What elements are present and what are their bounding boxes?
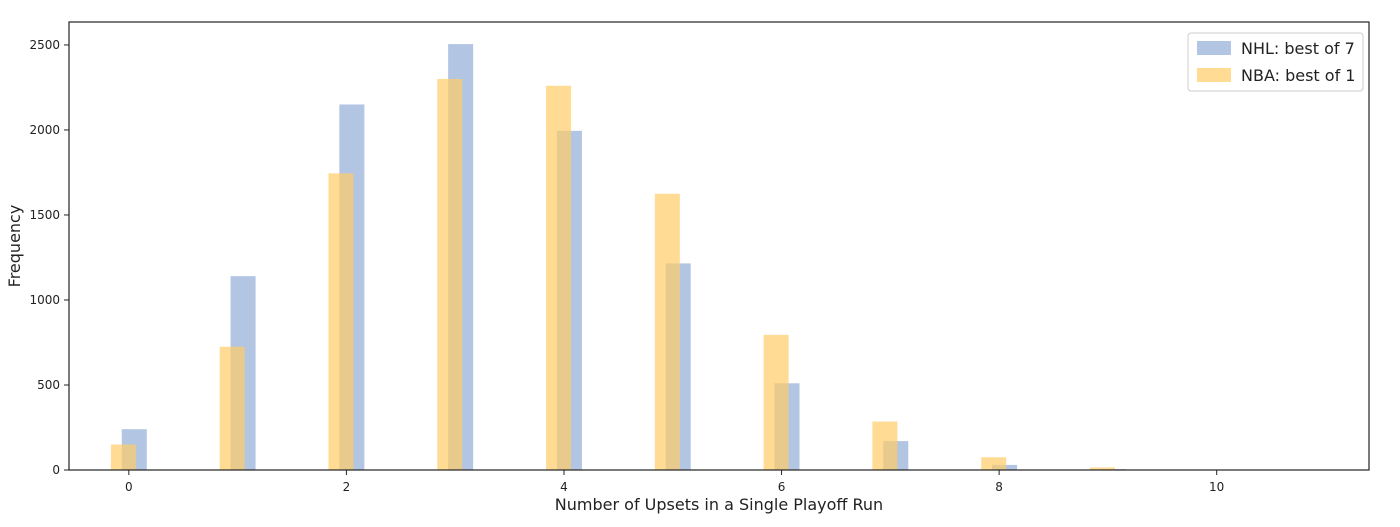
- nba-bar-7: [872, 421, 898, 470]
- nba-bar-5: [654, 193, 680, 470]
- nba-bar-8: [981, 457, 1007, 470]
- y-tick-label-0: 0: [52, 463, 60, 477]
- y-tick-label-1500: 1500: [29, 208, 60, 222]
- legend-swatch-nhl: [1197, 41, 1231, 55]
- x-tick-label-0: 0: [125, 480, 133, 494]
- legend: NHL: best of 7 NBA: best of 1: [1187, 32, 1364, 92]
- legend-swatch-nba: [1197, 68, 1231, 82]
- x-tick-label-8: 8: [995, 480, 1003, 494]
- y-axis-label: Frequency: [5, 205, 24, 288]
- y-tick-label-500: 500: [37, 378, 60, 392]
- x-tick-label-4: 4: [560, 480, 568, 494]
- nba-bar-0: [110, 444, 136, 470]
- x-tick-label-2: 2: [343, 480, 351, 494]
- nba-bar-3: [437, 78, 463, 471]
- nba-bar-4: [546, 85, 572, 470]
- y-tick-label-1000: 1000: [29, 293, 60, 307]
- legend-box: [1187, 32, 1364, 92]
- x-axis-label: Number of Upsets in a Single Playoff Run: [555, 495, 883, 514]
- y-tick-label-2500: 2500: [29, 38, 60, 52]
- plot-frame: [68, 21, 1370, 471]
- x-tick-label-10: 10: [1209, 480, 1224, 494]
- nba-bar-6: [763, 334, 789, 470]
- nba-bar-1: [219, 346, 245, 470]
- y-tick-label-2000: 2000: [29, 123, 60, 137]
- legend-label-nba: NBA: best of 1: [1241, 66, 1355, 85]
- nba-bar-2: [328, 173, 354, 470]
- x-tick-label-6: 6: [778, 480, 786, 494]
- ticks-layer: 0 2 4 6 8 10 0 500 1000 1500 2000 2500: [29, 38, 1224, 494]
- bars-layer: [110, 44, 1126, 471]
- legend-label-nhl: NHL: best of 7: [1241, 39, 1355, 58]
- nba-bar-9: [1089, 467, 1115, 470]
